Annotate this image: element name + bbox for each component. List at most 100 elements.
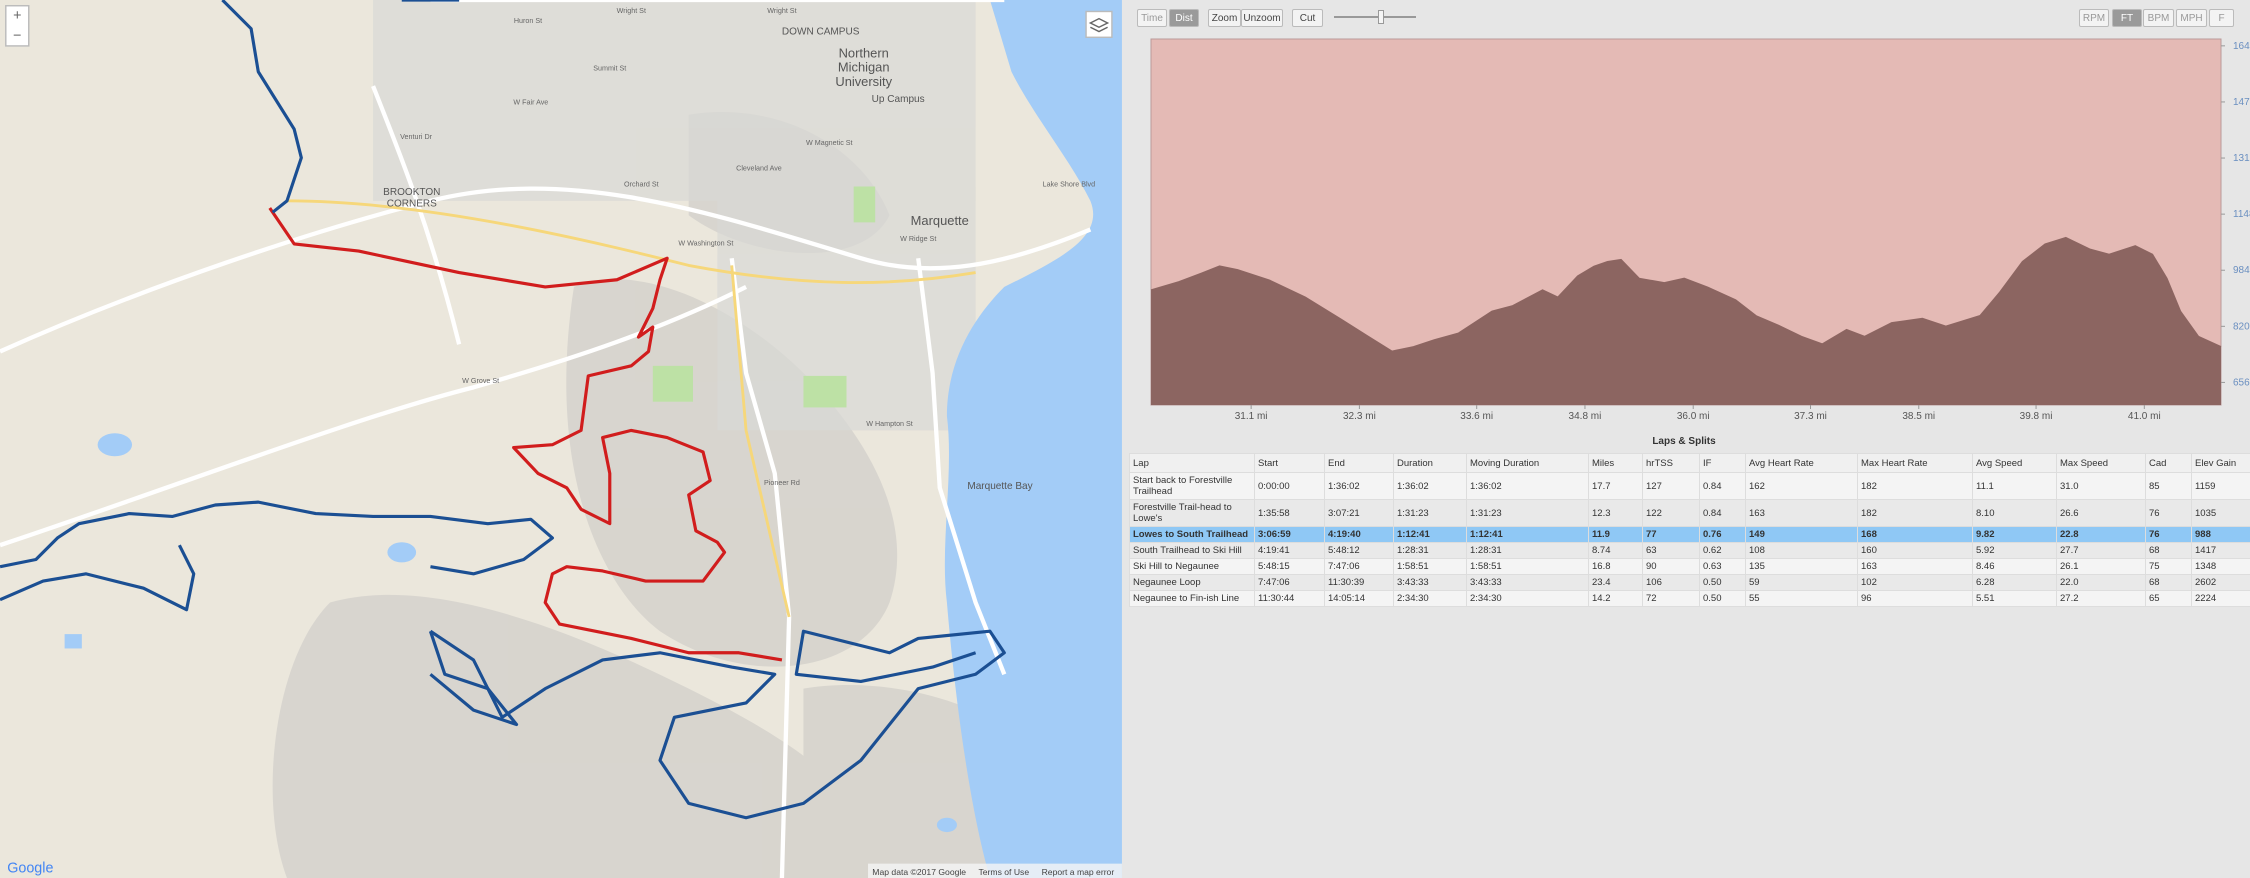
map-label: Lake Shore Blvd (1043, 181, 1096, 189)
unzoom-button[interactable]: Unzoom (1241, 9, 1283, 27)
cell: 1:36:02 (1466, 472, 1589, 500)
cut-button[interactable]: Cut (1292, 9, 1323, 27)
cell: South Trailhead to Ski Hill (1129, 542, 1255, 559)
cell: 1:31:23 (1393, 499, 1467, 527)
area-fill (1151, 237, 2221, 405)
column-header: Max Speed (2056, 453, 2146, 473)
layers-icon (1088, 17, 1110, 33)
zoom-button[interactable]: Zoom (1208, 9, 1241, 27)
lap-row[interactable]: South Trailhead to Ski Hill 4:19:41 5:48:1… (1129, 542, 2250, 559)
cell: 0.50 (1699, 574, 1746, 591)
map-label: Wright St (767, 7, 796, 15)
lap-row[interactable]: Ski Hill to Negaunee 5:48:15 7:47:06 1:58:5… (1129, 558, 2250, 575)
column-header: Start (1254, 453, 1325, 473)
cell: 17.7 (1588, 472, 1643, 500)
cell: Ski Hill to Negaunee (1129, 558, 1255, 575)
x-tick-label: 39.8 mi (2020, 411, 2053, 422)
cell: 1:31:23 (1466, 499, 1589, 527)
x-tick-label: 37.3 mi (1794, 411, 1827, 422)
cell: 1:28:31 (1393, 542, 1467, 559)
cell: 1:36:02 (1324, 472, 1394, 500)
map-label: W Ridge St (900, 235, 936, 243)
cell: 76 (2145, 499, 2192, 527)
x-tick-label: 38.5 mi (1902, 411, 1935, 422)
y-tick-label: 1640 (2233, 41, 2250, 52)
cell: 2:34:30 (1466, 590, 1589, 607)
layers-button[interactable] (1085, 10, 1113, 39)
column-header: hrTSS (1642, 453, 1700, 473)
time-button[interactable]: Time (1137, 9, 1167, 27)
terms-link[interactable]: Terms of Use (978, 867, 1029, 877)
attribution: Map data ©2017 Google (872, 867, 966, 877)
cell: 68 (2145, 574, 2192, 591)
column-header: Avg Heart Rate (1745, 453, 1858, 473)
map-label: DOWN CAMPUS (782, 26, 860, 37)
map-label: Michigan (838, 60, 890, 75)
map-label: W Washington St (678, 239, 733, 247)
cell: 135 (1745, 558, 1858, 575)
cell: 160 (1857, 542, 1973, 559)
lap-row[interactable]: Forestville Trail-head to Lowe's 1:35:58 3… (1129, 499, 2250, 527)
lap-row[interactable]: Start back to Forestville Trailhead 0:00:… (1129, 472, 2250, 500)
cell: 163 (1745, 499, 1858, 527)
cell: 5:48:12 (1324, 542, 1394, 559)
elevation-line (1150, 236, 2222, 353)
cell: 2224 (2191, 590, 2250, 607)
cell: 55 (1745, 590, 1858, 607)
map[interactable]: + − DOWN CAMPUS NorthernMichiganUniversit… (0, 0, 1122, 878)
cell: 0.84 (1699, 472, 1746, 500)
cell: 1035 (2191, 499, 2250, 527)
small-lakes (64, 433, 957, 833)
map-label: Huron St (514, 17, 542, 25)
cell: 0:00:00 (1254, 472, 1325, 500)
route-red (268, 207, 783, 662)
zoom-out[interactable]: − (13, 28, 21, 44)
mph-button[interactable]: MPH (2176, 9, 2207, 27)
map-label: University (835, 74, 892, 89)
cell: 3:07:21 (1324, 499, 1394, 527)
lap-row[interactable]: Negaunee Loop 7:47:06 11:30:39 3:43:33 3:43:… (1129, 574, 2250, 591)
cell: 11:30:44 (1254, 590, 1325, 607)
map-controls: + − (5, 5, 1113, 47)
report-link[interactable]: Report a map error (1042, 867, 1115, 877)
cell: 8.10 (1972, 499, 2057, 527)
zoom-in[interactable]: + (13, 8, 21, 24)
map-label: Venturi Dr (400, 133, 432, 141)
cell: 0.62 (1699, 542, 1746, 559)
ft-button[interactable]: FT (2112, 9, 2142, 27)
f-button[interactable]: F (2209, 9, 2234, 27)
bpm-button[interactable]: BPM (2143, 9, 2174, 27)
map-label: Northern (839, 45, 889, 60)
x-tick-label: 32.3 mi (1343, 411, 1376, 422)
cell: 1:12:41 (1466, 526, 1589, 543)
map-label: W Grove St (462, 377, 499, 385)
rpm-button[interactable]: RPM (2079, 9, 2109, 27)
column-header: Max Heart Rate (1857, 453, 1973, 473)
lap-row[interactable]: Lowes to South Trailhead 3:06:59 4:19:40 1:… (1129, 526, 2250, 543)
cell: 68 (2145, 542, 2192, 559)
cell: 9.82 (1972, 526, 2057, 543)
dist-button[interactable]: Dist (1169, 9, 1199, 27)
cell: 8.46 (1972, 558, 2057, 575)
elevation-chart: 656 820 984 1148 1312 1476 1640 31.1 mi 32.3 mi 3… (1150, 38, 2250, 422)
attribution-bg (868, 863, 1122, 878)
cell: 12.3 (1588, 499, 1643, 527)
cell: 149 (1745, 526, 1858, 543)
column-header: End (1324, 453, 1394, 473)
cell: 163 (1857, 558, 1973, 575)
lap-row[interactable]: Negaunee to Fin-ish Line 11:30:44 14:05:14… (1129, 590, 2250, 607)
map-label: CORNERS (387, 199, 437, 210)
google-logo: Google (7, 860, 53, 876)
cell: 11.9 (1588, 526, 1643, 543)
slider-thumb[interactable] (1378, 10, 1384, 24)
cell: 102 (1857, 574, 1973, 591)
cell: 90 (1642, 558, 1700, 575)
map-label: Cleveland Ave (736, 165, 782, 173)
map-label: Up Campus (872, 94, 925, 105)
cell: 59 (1745, 574, 1858, 591)
slider-track[interactable] (1334, 16, 1416, 18)
y-tick-label: 1312 (2233, 153, 2250, 164)
map-label: W Hampton St (866, 420, 913, 428)
cell: 162 (1745, 472, 1858, 500)
